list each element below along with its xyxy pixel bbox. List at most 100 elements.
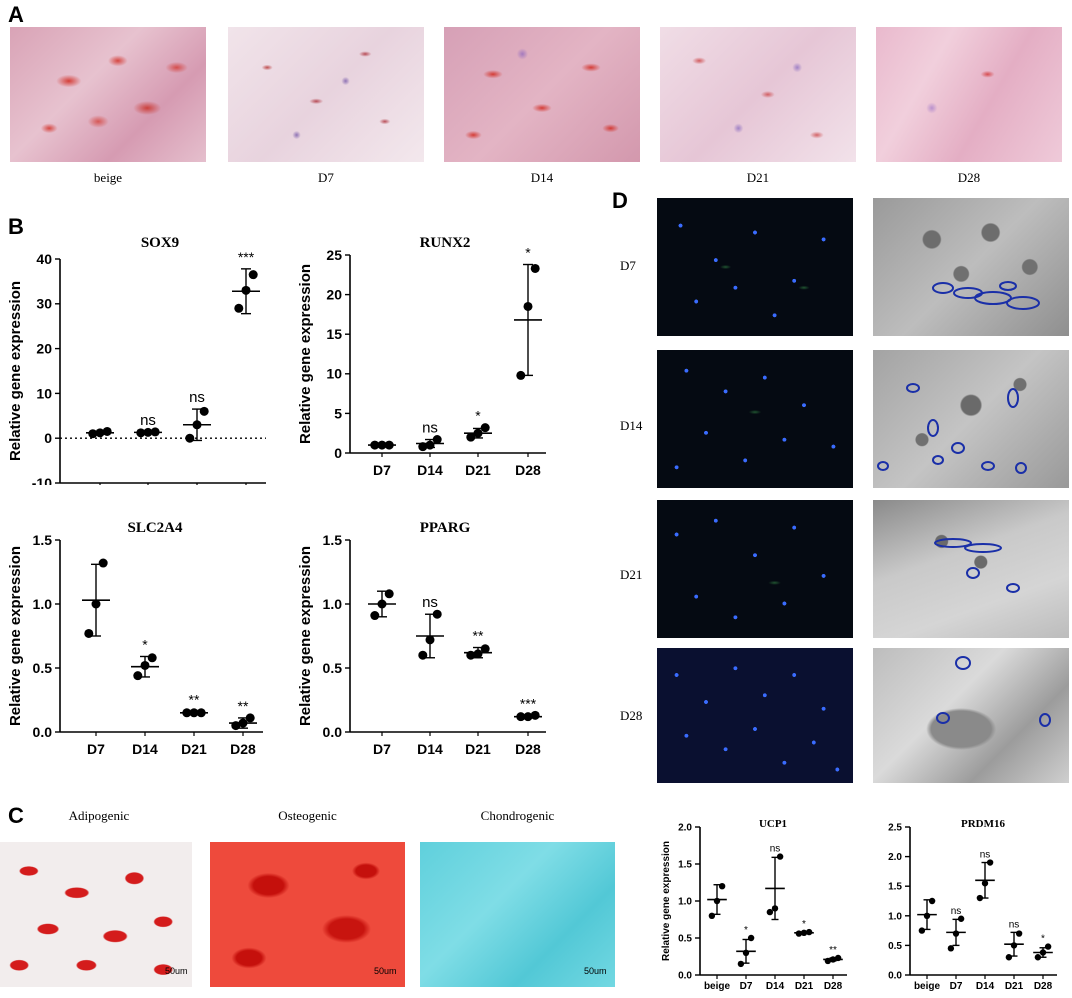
chart-title: UCP1 [759, 818, 787, 830]
y-axis-label: Relative gene expression [297, 546, 314, 726]
data-point [976, 894, 984, 902]
data-point [516, 712, 526, 722]
data-point [370, 611, 380, 621]
chart-slc2a4: 0.0 0.5 1.0 1.5 SLC2A4 Relative gene expressi… [7, 520, 263, 757]
data-point [747, 934, 755, 942]
stain-adipogenic [0, 842, 192, 987]
caption-a-1: D7 [318, 170, 334, 185]
y-tick-label: 40 [36, 251, 52, 267]
data-point [133, 671, 143, 681]
significance-label: ns [1009, 919, 1020, 930]
data-point [147, 653, 157, 663]
caption-a-2: D14 [530, 170, 554, 185]
data-point [245, 713, 255, 723]
data-point [986, 859, 994, 866]
chart-title: PPARG [420, 520, 471, 536]
data-point [466, 650, 476, 660]
caption-c-0: Adipogenic [68, 808, 130, 823]
x-tick-label: D7 [373, 462, 391, 478]
data-point [238, 718, 248, 728]
significance-label: * [744, 925, 748, 936]
y-axis-label: Relative gene expression [297, 264, 314, 444]
chart-pparg: 0.0 0.5 1.0 1.5 PPARG Relative gene expressio… [297, 520, 546, 757]
y-tick-label: 1.0 [678, 897, 692, 908]
data-point [136, 428, 146, 438]
scale-label-chondrogenic: 50um [584, 966, 607, 976]
x-tick-label: D7 [740, 981, 753, 992]
y-axis-label: Relative gene expression [661, 841, 672, 961]
data-point [196, 708, 206, 718]
significance-label: * [525, 245, 531, 261]
y-tick-label: 1.0 [888, 911, 902, 922]
data-point [708, 912, 716, 919]
caption-a-4: D28 [957, 170, 981, 185]
chart-title: RUNX2 [420, 235, 471, 251]
x-tick-label: D28 [1034, 981, 1053, 992]
y-tick-label: 1.5 [33, 532, 53, 548]
tem-mitochondria-outlines [877, 281, 1051, 727]
data-point [834, 954, 842, 962]
data-point [425, 440, 435, 450]
data-point [234, 303, 244, 313]
x-tick-label: D7 [373, 741, 391, 757]
x-tick-label: D28 [230, 741, 256, 757]
significance-label: * [475, 408, 481, 424]
chart-sox9: -10 0 10 20 30 40 SOX9 Relative gene expression… [7, 235, 266, 485]
panel-letter-b: B [8, 214, 24, 239]
scale-label-adipogenic: 50um [165, 966, 188, 976]
data-point [182, 708, 192, 718]
data-point [140, 660, 150, 670]
data-point [473, 428, 483, 438]
significance-label: ns [140, 412, 156, 429]
y-tick-label: 1.5 [678, 860, 692, 871]
data-point [766, 908, 774, 916]
data-point [98, 558, 108, 568]
data-point [143, 427, 153, 437]
data-point [1010, 942, 1018, 949]
x-tick-label: D21 [465, 462, 491, 478]
micrograph-d14 [444, 27, 640, 162]
data-point [957, 915, 965, 922]
stain-osteogenic [210, 842, 405, 987]
data-point [241, 285, 251, 295]
significance-label: ns [422, 420, 438, 437]
x-tick-label: D21 [1005, 981, 1024, 992]
data-point [473, 649, 483, 659]
data-point [192, 420, 202, 430]
y-tick-label: 25 [326, 247, 342, 263]
y-axis-label: Relative gene expression [7, 281, 24, 461]
data-point [713, 897, 721, 905]
significance-label: *** [238, 249, 255, 265]
significance-label: ns [770, 844, 781, 855]
row-label-d7: D7 [620, 258, 636, 273]
y-tick-label: 1.0 [323, 596, 343, 612]
y-tick-label: 5 [334, 405, 342, 421]
data-point [1034, 954, 1042, 961]
micrograph-d7 [228, 27, 424, 162]
data-point [84, 628, 94, 638]
fluorescence-d28 [657, 648, 853, 783]
caption-a-3: D21 [746, 170, 770, 185]
data-point [1039, 949, 1047, 956]
data-point [248, 270, 258, 280]
data-point [480, 423, 490, 433]
x-tick-label: D21 [181, 741, 207, 757]
micrograph-d21 [660, 27, 856, 162]
significance-label: * [802, 919, 806, 930]
data-point [800, 929, 808, 937]
chart-prdm16: 0.0 0.5 1.0 1.5 2.0 2.5 PRDM16 beige D7 ns D14 ns D2… [888, 818, 1057, 992]
x-tick-label: D14 [132, 741, 158, 757]
y-tick-label: 20 [326, 287, 342, 303]
panel-letter-a: A [8, 2, 24, 27]
caption-c-1: Osteogenic [278, 808, 337, 823]
chart-title: SOX9 [141, 235, 179, 251]
data-point [189, 708, 199, 718]
x-tick-label: D14 [766, 981, 785, 992]
significance-label: *** [520, 695, 537, 711]
data-point [199, 406, 209, 416]
data-point [432, 435, 442, 445]
tem-d28 [873, 648, 1069, 783]
data-point [829, 956, 837, 963]
data-point [95, 428, 105, 438]
data-point [377, 599, 387, 609]
